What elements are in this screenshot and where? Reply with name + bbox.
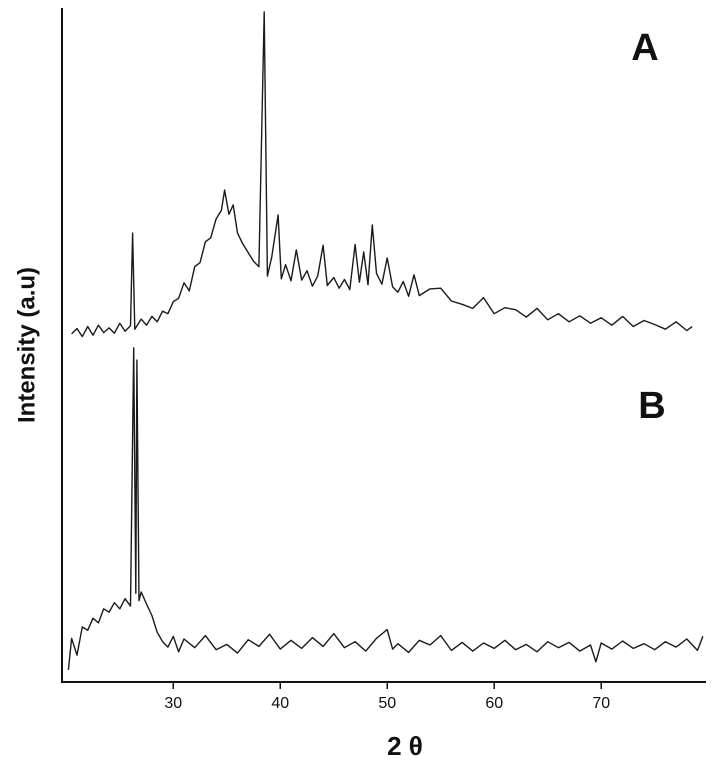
x-tick-label: 50 (378, 695, 396, 712)
series-line (67, 347, 704, 670)
series-line (71, 11, 693, 338)
annotation: B (638, 385, 665, 427)
x-tick-label: 40 (271, 695, 289, 712)
x-tick-label: 30 (164, 695, 182, 712)
x-axis-label: 2 θ (387, 731, 423, 761)
x-tick-label: 70 (592, 695, 610, 712)
x-tick-label: 60 (485, 695, 503, 712)
y-axis-label: Intensity (a.u) (13, 267, 40, 423)
annotation: A (631, 27, 658, 69)
